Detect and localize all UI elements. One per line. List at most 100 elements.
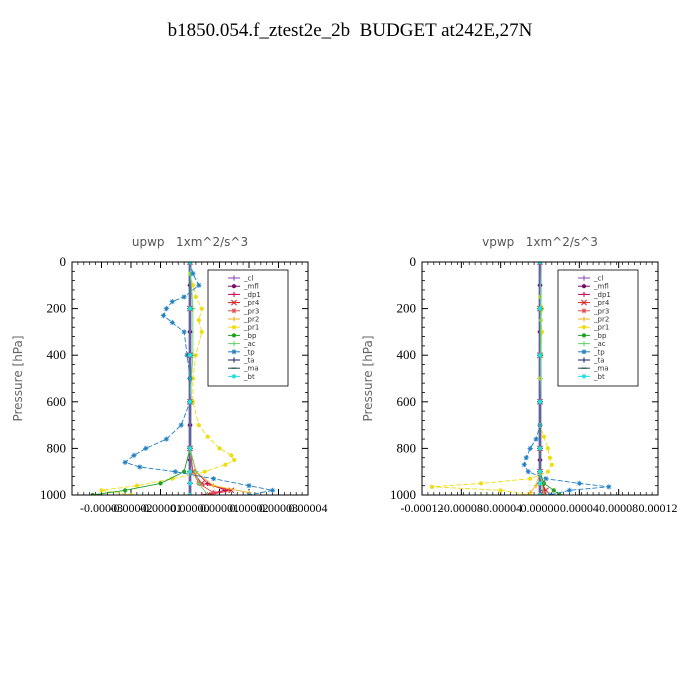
data-point bbox=[169, 299, 175, 305]
data-point bbox=[576, 480, 582, 486]
legend-label: _tp bbox=[593, 348, 605, 356]
x-tick-label: -0.00003 bbox=[80, 501, 123, 515]
data-point bbox=[581, 308, 587, 314]
data-point bbox=[528, 476, 533, 481]
data-point bbox=[581, 275, 587, 281]
data-point bbox=[205, 434, 210, 439]
data-point bbox=[231, 284, 237, 289]
x-tick-label: -0.00004 bbox=[479, 501, 522, 515]
data-point bbox=[143, 445, 149, 451]
data-point bbox=[187, 492, 193, 495]
data-point bbox=[211, 483, 217, 489]
y-tick-label: 400 bbox=[397, 347, 417, 362]
data-point bbox=[270, 487, 276, 493]
data-point bbox=[521, 462, 527, 468]
data-point bbox=[527, 445, 533, 451]
data-point bbox=[193, 353, 198, 358]
data-point bbox=[223, 462, 228, 467]
y-axis-label: Pressure [hPa] bbox=[11, 335, 25, 421]
data-point bbox=[429, 484, 434, 489]
data-point bbox=[187, 262, 193, 265]
data-point bbox=[533, 483, 539, 489]
series-line-bp bbox=[92, 262, 191, 495]
data-point bbox=[122, 459, 128, 465]
data-point bbox=[199, 306, 204, 311]
legend-label: _ta bbox=[243, 357, 255, 365]
page-title: b1850.054.f_ztest2e_2b BUDGET at242E,27N bbox=[167, 20, 533, 41]
data-point bbox=[566, 487, 573, 493]
legend-label: _mfl bbox=[593, 283, 609, 291]
data-point bbox=[541, 434, 547, 439]
legend-label: _pr1 bbox=[593, 324, 609, 332]
data-point bbox=[193, 294, 198, 300]
data-point bbox=[523, 455, 529, 461]
legend-label: _bp bbox=[243, 332, 257, 340]
y-tick-label: 1000 bbox=[390, 487, 416, 502]
legend-label: _dp1 bbox=[593, 291, 611, 299]
legend-label: _pr3 bbox=[243, 307, 259, 315]
x-tick-label: -0.00012 bbox=[401, 501, 444, 515]
data-point bbox=[581, 357, 587, 363]
legend-label: _pr1 bbox=[243, 324, 259, 332]
legend-label: _bt bbox=[243, 373, 255, 381]
data-point bbox=[187, 446, 193, 451]
data-point bbox=[539, 329, 545, 334]
data-point bbox=[545, 469, 550, 474]
data-point bbox=[537, 446, 543, 451]
data-point bbox=[187, 353, 193, 358]
legend-label: _bp bbox=[593, 332, 607, 340]
data-point bbox=[99, 488, 104, 493]
data-point bbox=[211, 490, 217, 495]
data-point bbox=[549, 462, 554, 467]
data-point bbox=[478, 481, 484, 486]
data-point bbox=[543, 476, 549, 482]
x-tick-label: 0.00002 bbox=[230, 501, 269, 515]
data-point bbox=[231, 308, 237, 314]
data-point bbox=[196, 318, 201, 323]
data-point bbox=[231, 333, 237, 338]
y-tick-label: 0 bbox=[60, 254, 67, 269]
data-point bbox=[232, 457, 237, 463]
x-tick-label: -0.00001 bbox=[139, 501, 182, 515]
y-tick-label: 600 bbox=[397, 394, 417, 409]
legend-label: _cl bbox=[243, 275, 253, 283]
x-tick-label: 0.00012 bbox=[639, 501, 678, 515]
data-point bbox=[537, 481, 543, 486]
series-group bbox=[429, 262, 612, 495]
legend-box bbox=[557, 269, 639, 387]
data-point bbox=[246, 483, 252, 489]
data-point bbox=[537, 353, 543, 358]
series-line-bp bbox=[539, 262, 560, 495]
y-tick-label: 200 bbox=[47, 301, 67, 316]
data-point bbox=[137, 464, 143, 470]
data-point bbox=[231, 325, 237, 330]
data-point bbox=[160, 312, 167, 319]
y-tick-label: 400 bbox=[47, 347, 67, 362]
legend-label: _pr4 bbox=[593, 299, 610, 307]
data-point bbox=[181, 294, 187, 300]
data-point bbox=[123, 488, 128, 493]
data-point bbox=[581, 316, 587, 322]
data-point bbox=[190, 469, 196, 475]
x-tick-label: 0.00000 bbox=[171, 501, 210, 515]
data-point bbox=[187, 469, 193, 474]
data-point bbox=[606, 484, 612, 490]
data-point bbox=[581, 291, 587, 297]
data-point bbox=[231, 374, 237, 379]
data-point bbox=[533, 436, 539, 442]
x-tick-label: 0.00004 bbox=[289, 501, 328, 515]
data-point bbox=[581, 333, 587, 338]
data-point bbox=[581, 325, 587, 330]
data-point bbox=[537, 306, 543, 311]
legend-label: _ta bbox=[593, 357, 605, 365]
y-axis-label: Pressure [hPa] bbox=[361, 335, 375, 421]
data-point bbox=[541, 492, 547, 495]
panel-upwp: upwp 1xm^2/s^3 Pressure [hPa] 0 200 400 600 80… bbox=[11, 235, 328, 515]
data-point bbox=[231, 291, 237, 297]
data-point bbox=[187, 399, 193, 404]
x-tick-label: -0.00008 bbox=[440, 501, 483, 515]
data-point bbox=[231, 299, 237, 306]
data-point bbox=[181, 329, 187, 335]
panel-vpwp: vpwp 1xm^2/s^3 Pressure [hPa] 0 200 400 600 80… bbox=[361, 235, 678, 515]
